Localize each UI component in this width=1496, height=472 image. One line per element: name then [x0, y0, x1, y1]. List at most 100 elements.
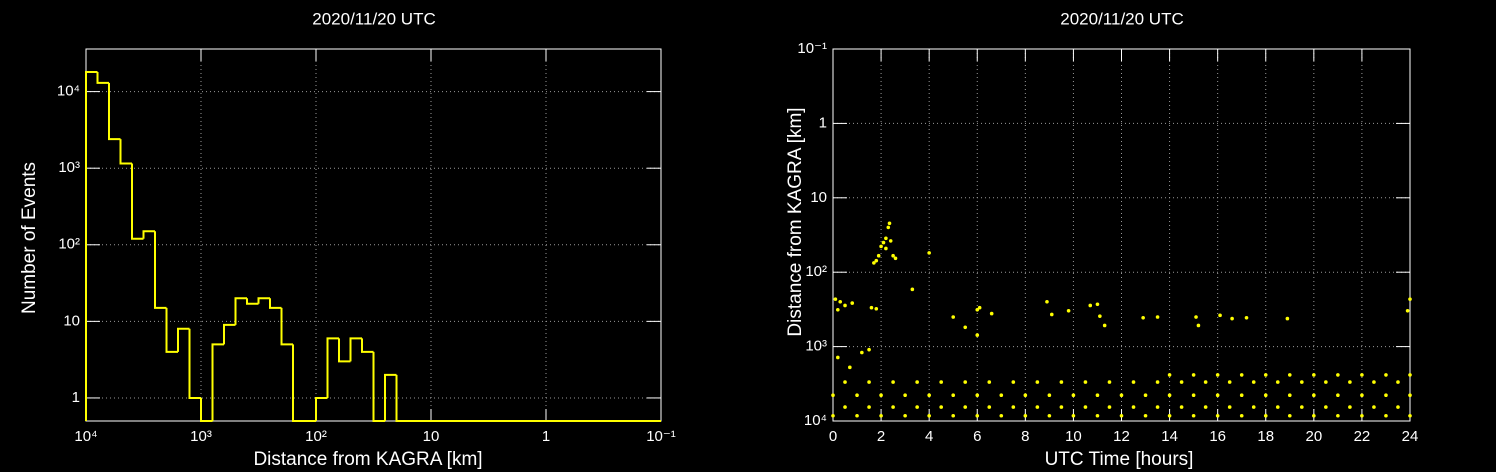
point [989, 311, 994, 316]
point [1408, 413, 1412, 418]
point [1095, 302, 1100, 307]
point [977, 305, 982, 310]
point [1035, 380, 1040, 384]
point [874, 258, 879, 263]
point [872, 261, 876, 265]
point [891, 253, 895, 258]
point [893, 256, 898, 261]
x-tick-label: 22 [1354, 428, 1371, 445]
y-tick-label: 10² [805, 263, 827, 280]
point [1348, 380, 1352, 384]
point [848, 365, 852, 370]
x-tick-label: 10³ [190, 428, 212, 445]
point [1203, 380, 1208, 384]
point [881, 240, 886, 245]
point [1324, 405, 1328, 409]
point [1396, 380, 1400, 384]
x-tick-label: 24 [1402, 428, 1419, 445]
y-tick-label: 1 [72, 389, 80, 406]
point [1071, 393, 1076, 397]
point [843, 303, 847, 308]
point [1203, 405, 1208, 409]
point [1408, 393, 1412, 397]
point [1384, 373, 1388, 377]
x-tick-label: 10⁻¹ [646, 428, 676, 445]
point [876, 253, 881, 258]
point [850, 301, 855, 305]
point [1215, 393, 1220, 397]
histogram-bin [200, 397, 213, 422]
point [1215, 413, 1220, 418]
point [1191, 413, 1196, 418]
point [951, 315, 956, 319]
point [1312, 373, 1316, 377]
point [1167, 413, 1172, 418]
histogram-bin [188, 328, 201, 399]
point [888, 239, 893, 243]
chart-title: 2020/11/20 UTC [1060, 9, 1183, 28]
point [831, 393, 835, 397]
histogram-bin [107, 82, 121, 141]
plot-frame [832, 48, 1411, 422]
point [1119, 413, 1124, 418]
point [1227, 405, 1232, 409]
point [1239, 413, 1244, 418]
point [1059, 380, 1064, 384]
point [1287, 393, 1292, 397]
point [1396, 405, 1400, 409]
point [1107, 405, 1112, 409]
point [1336, 373, 1340, 377]
x-tick-label: 10 [423, 428, 440, 445]
point [975, 393, 980, 397]
x-tick-label: 6 [973, 428, 981, 445]
histogram-bin [326, 337, 339, 398]
point [1405, 308, 1410, 313]
x-tick-label: 20 [1305, 428, 1322, 445]
point [869, 305, 874, 310]
y-tick-label: 10⁴ [57, 83, 80, 100]
y-tick-label: 10³ [805, 338, 827, 355]
point [939, 405, 943, 409]
point [1372, 380, 1376, 384]
point [1131, 380, 1136, 384]
point [1083, 380, 1088, 384]
point [975, 413, 980, 418]
point [1239, 393, 1244, 397]
point [951, 393, 956, 397]
point [927, 413, 931, 418]
histogram-bin [349, 337, 363, 362]
x-tick-label: 10 [1065, 428, 1082, 445]
point [867, 347, 871, 352]
point [903, 393, 907, 397]
point [1107, 380, 1112, 384]
y-tick-label: 10 [63, 312, 80, 329]
point [1131, 405, 1136, 409]
point [1275, 380, 1280, 384]
point [843, 405, 847, 409]
point [855, 413, 859, 418]
point [1196, 323, 1201, 328]
point [884, 246, 888, 251]
point [884, 236, 888, 241]
histogram-bin [372, 351, 385, 422]
point [1143, 413, 1148, 418]
histogram-bin [165, 307, 178, 353]
histogram-bin [222, 323, 236, 345]
point [867, 405, 871, 409]
point [987, 380, 992, 384]
point [1218, 313, 1222, 318]
x-tick-label: 8 [1021, 428, 1029, 445]
point [1360, 413, 1364, 418]
point [1059, 405, 1064, 409]
point [915, 380, 919, 384]
x-tick-label: 10⁴ [74, 428, 97, 445]
point [1011, 405, 1016, 409]
point [1179, 380, 1184, 384]
point [1141, 315, 1145, 320]
point [855, 393, 859, 397]
point [1045, 300, 1049, 304]
point [987, 405, 992, 409]
point [1095, 413, 1100, 418]
